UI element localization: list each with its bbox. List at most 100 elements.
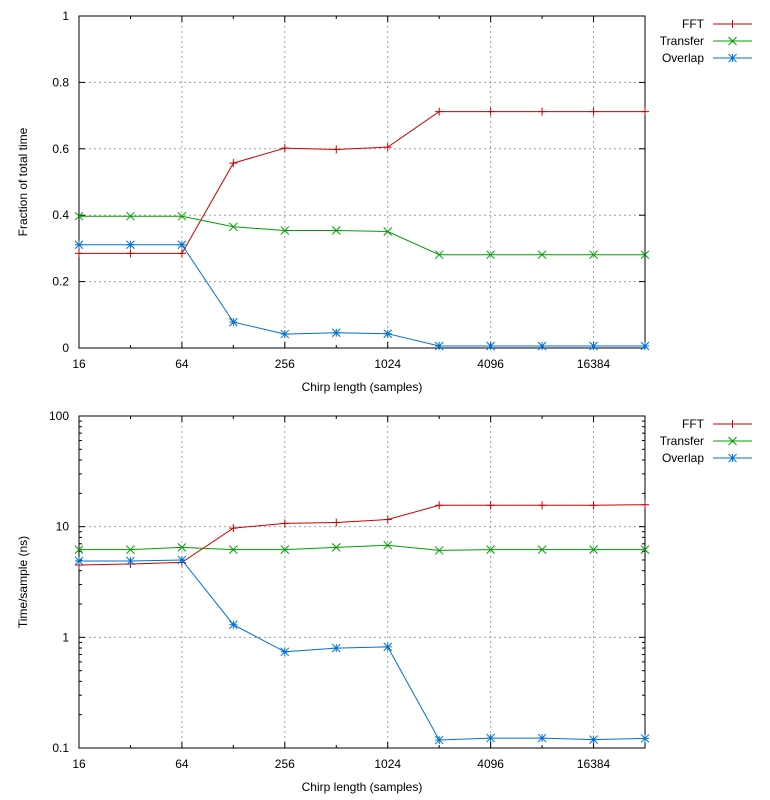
data-point-overlap: [434, 735, 444, 745]
data-point-fft: [177, 249, 186, 258]
data-point-transfer: [589, 545, 598, 554]
data-point-overlap: [74, 240, 84, 250]
data-point-overlap: [537, 733, 547, 743]
data-point-fft: [280, 519, 289, 528]
series-line-overlap: [79, 559, 646, 741]
data-point-overlap-d2: [640, 734, 650, 743]
data-point-transfer: [280, 226, 290, 235]
data-point-transfer-d2: [537, 250, 547, 260]
data-point-transfer-d2: [383, 540, 393, 550]
data-point-transfer: [229, 222, 238, 232]
series-overlap: [74, 555, 650, 745]
data-point-transfer: [434, 546, 444, 555]
y-tick-label: 0: [62, 341, 69, 355]
legend-marker-overlap-d2: [728, 53, 737, 63]
data-point-overlap-d2: [537, 341, 547, 351]
x-tick-label: 16384: [577, 757, 611, 771]
data-point-overlap-d2: [331, 328, 341, 338]
data-point-transfer-d2: [486, 545, 495, 554]
legend-marker-transfer-d2: [728, 36, 737, 46]
data-point-overlap: [589, 735, 598, 744]
x-tick-label: 256: [275, 357, 295, 371]
data-point-transfer-d2: [331, 226, 341, 235]
series-line-transfer: [79, 215, 645, 256]
plot-frame: [78, 15, 646, 349]
x-tick-label: 4096: [477, 357, 504, 371]
data-point-fft: [126, 249, 135, 258]
data-point-overlap-d2: [589, 735, 598, 744]
data-point-overlap: [331, 643, 341, 653]
series-line-transfer: [79, 544, 645, 551]
legend-label-transfer: Transfer: [660, 434, 704, 448]
data-point-overlap: [589, 341, 598, 351]
data-point-fft: [229, 159, 238, 168]
data-point-transfer: [537, 250, 547, 260]
data-point-transfer-d2: [126, 211, 135, 221]
series-transfer: [74, 211, 650, 260]
y-tick-label: 1: [62, 630, 69, 644]
data-point-fft: [589, 501, 598, 510]
data-point-overlap-d2: [74, 240, 84, 250]
data-point-transfer-d2: [434, 250, 444, 260]
data-point-fft: [589, 107, 598, 116]
x-axis-label: Chirp length (samples): [302, 780, 423, 794]
data-point-overlap: [537, 341, 547, 351]
data-point-transfer: [126, 545, 135, 554]
data-point-fft: [280, 144, 289, 153]
y-tick-label: 0.4: [52, 208, 69, 222]
legend-marker-fft: [728, 20, 737, 28]
y-tick-label: 0.1: [52, 741, 69, 755]
x-tick-label: 16: [72, 357, 86, 371]
data-point-overlap: [177, 240, 187, 250]
series-line-overlap: [79, 244, 645, 347]
data-point-transfer: [280, 545, 290, 554]
data-point-overlap: [229, 317, 238, 327]
data-point-overlap-d2: [383, 642, 393, 652]
legend-label-overlap: Overlap: [662, 51, 704, 65]
data-point-transfer-d2: [589, 250, 598, 260]
legend-marker-overlap: [728, 453, 737, 463]
data-point-overlap-d2: [74, 556, 84, 566]
legend-marker-overlap: [728, 53, 737, 63]
data-point-overlap: [126, 556, 135, 566]
x-tick-label: 64: [175, 757, 189, 771]
data-point-overlap: [486, 733, 495, 743]
data-point-transfer: [486, 545, 495, 554]
data-point-overlap: [229, 620, 238, 630]
data-point-fft: [332, 518, 341, 527]
y-axis-label: Time/sample (ns): [16, 536, 30, 628]
data-point-transfer: [589, 250, 598, 260]
legend-marker-transfer-d2: [728, 436, 737, 446]
data-point-transfer: [74, 545, 84, 554]
data-point-transfer: [229, 545, 238, 554]
data-point-fft: [435, 107, 444, 116]
x-tick-label: 16: [72, 757, 86, 771]
data-point-overlap: [74, 556, 84, 566]
x-tick-label: 64: [175, 357, 189, 371]
data-point-transfer-d2: [486, 250, 495, 260]
data-point-overlap-d2: [486, 733, 495, 743]
legend-marker-transfer: [728, 436, 737, 446]
data-point-fft: [538, 501, 547, 510]
data-point-fft: [486, 107, 495, 116]
data-point-overlap-d2: [640, 341, 650, 351]
x-tick-label: 1024: [374, 357, 401, 371]
data-point-overlap: [640, 734, 650, 743]
data-point-transfer: [331, 543, 341, 552]
data-point-transfer: [177, 211, 187, 221]
data-point-overlap-d2: [126, 556, 135, 566]
y-tick-label: 1: [62, 9, 69, 23]
data-point-overlap: [383, 642, 393, 652]
data-point-overlap-d2: [486, 341, 495, 351]
data-point-overlap-d2: [177, 240, 187, 250]
data-point-transfer-d2: [74, 545, 84, 554]
data-point-transfer: [74, 211, 84, 221]
data-point-overlap: [640, 341, 650, 351]
data-point-overlap: [177, 555, 187, 565]
series-overlap: [74, 240, 650, 351]
plot-frame: [78, 415, 646, 749]
data-point-transfer: [640, 250, 650, 260]
data-point-transfer: [537, 545, 547, 554]
data-point-overlap: [280, 647, 290, 657]
